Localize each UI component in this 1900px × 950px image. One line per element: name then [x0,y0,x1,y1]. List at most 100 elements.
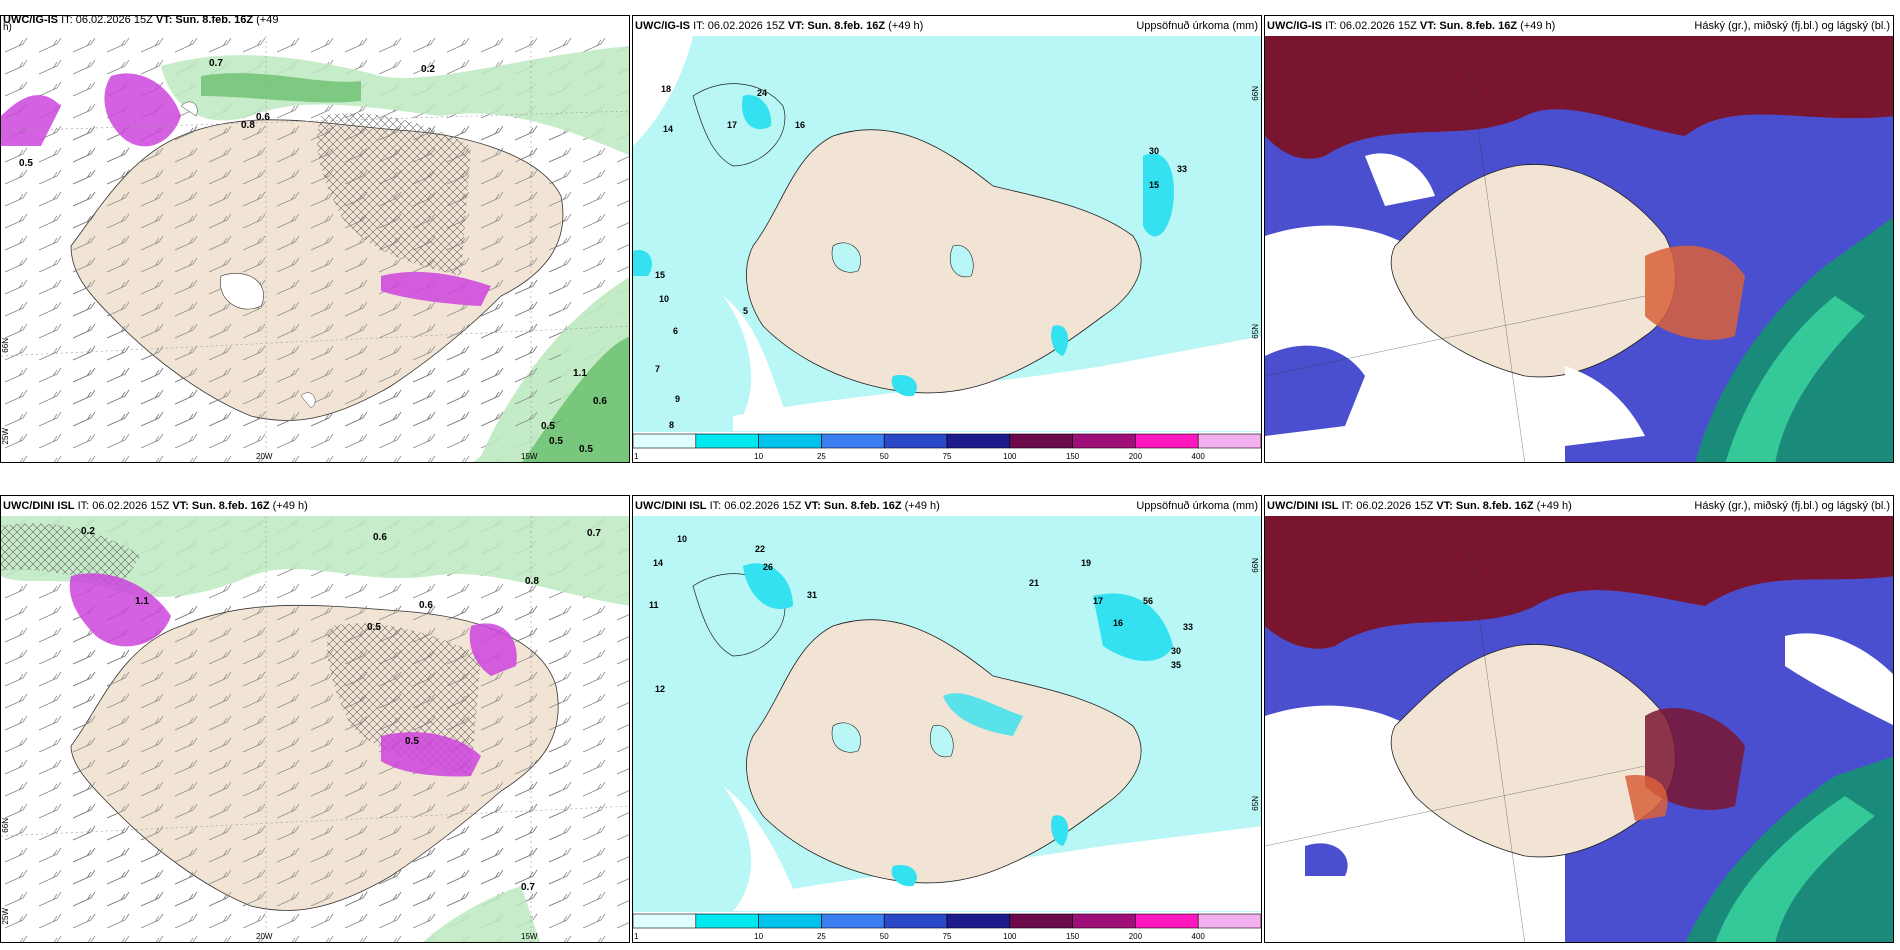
colorbar-tick-label: 75 [943,932,952,941]
field-title: Uppsöfnuð úrkoma (mm) [1136,20,1258,32]
valid-time: VT: Sun. 8.feb. 16Z [155,15,254,26]
coord-label: 15W [521,452,538,461]
panel-dini-precip: UWC/DINI ISL IT: 06.02.2026 15Z VT: Sun.… [632,495,1262,943]
valid-time: VT: Sun. 8.feb. 16Z [1419,20,1518,32]
lead-time: (+49 h) [272,500,308,512]
colorbar-swatch [1135,913,1199,929]
wind-map [1,516,629,942]
value-label: 0.6 [373,532,387,543]
panel-header: UWC/IG-IS IT: 06.02.2026 15Z VT: Sun. 8.… [1,15,629,33]
value-label: 10 [659,294,670,304]
cloud-map [1265,36,1893,462]
panel-header: UWC/DINI ISL IT: 06.02.2026 15Z VT: Sun.… [1,496,629,516]
value-label: 0.5 [579,444,593,455]
value-label: 9 [675,394,681,404]
coord-label: 66N [1251,86,1260,101]
value-label: 33 [1183,622,1194,632]
value-label: 10 [677,534,688,544]
value-label: 56 [1143,596,1154,606]
value-label: 8 [669,420,675,430]
coord-label: 15W [521,932,538,941]
value-label: 19 [1081,558,1092,568]
colorbar-tick-label: 150 [1066,932,1080,941]
coord-label: 66N [1251,558,1260,573]
valid-time: VT: Sun. 8.feb. 16Z [804,500,902,512]
panel-ig-is-cloud: UWC/IG-IS IT: 06.02.2026 15Z VT: Sun. 8.… [1264,15,1894,463]
colorbar-swatch [821,913,885,929]
value-label: 30 [1171,646,1182,656]
colorbar-tick-label: 25 [817,932,826,941]
value-label: 0.6 [419,600,433,611]
colorbar-tick-label: 100 [1003,452,1017,461]
lead-time-cont: h) [3,22,12,33]
value-label: 15 [655,270,666,280]
value-label: 24 [757,88,768,98]
colorbar-tick-label: 1 [634,452,639,461]
lead-time: (+49 h) [904,500,940,512]
panel-dini-wind: UWC/DINI ISL IT: 06.02.2026 15Z VT: Sun.… [0,495,630,943]
init-time: IT: 06.02.2026 15Z [61,15,153,26]
value-label: 0.8 [241,120,255,131]
panel-header: UWC/DINI ISL IT: 06.02.2026 15Z VT: Sun.… [633,496,1261,516]
value-label: 16 [1113,618,1124,628]
value-label: 14 [653,558,664,568]
colorbar-tick-label: 50 [880,452,889,461]
colorbar-swatch [883,913,948,929]
value-label: 0.6 [256,112,270,123]
value-label: 26 [763,562,774,572]
valid-time: VT: Sun. 8.feb. 16Z [1436,500,1534,512]
value-label: 0.5 [367,622,381,633]
panel-dini-cloud: UWC/DINI ISL IT: 06.02.2026 15Z VT: Sun.… [1264,495,1894,943]
field-title: Uppsöfnuð úrkoma (mm) [1136,500,1258,512]
value-label: 1.1 [135,596,149,607]
colorbar-tick-label: 25 [817,452,826,461]
colorbar-swatch [1197,433,1261,449]
precip-map [633,36,1261,462]
value-label: 15 [1149,180,1160,190]
field-title: Háský (gr.), miðský (fj.bl.) og lágský (… [1694,20,1890,32]
colorbar-swatch [1072,913,1136,929]
wind-map [1,36,629,462]
init-time: IT: 06.02.2026 15Z [1325,20,1417,32]
panel-header: UWC/IG-IS IT: 06.02.2026 15Z VT: Sun. 8.… [1265,16,1893,36]
colorbar-tick-label: 10 [754,932,763,941]
colorbar-svg: 1 10 25 50 75 100 150 200 400 [633,433,1261,461]
init-time: IT: 06.02.2026 15Z [77,500,170,512]
colorbar-tick-label: 400 [1192,452,1206,461]
lead-time: (+49 h) [1520,20,1556,32]
colorbar-swatch [633,913,697,929]
value-label: 0.5 [19,158,33,169]
value-label: 0.7 [587,528,601,539]
panel-ig-is-precip: UWC/IG-IS IT: 06.02.2026 15Z VT: Sun. 8.… [632,15,1262,463]
init-time: IT: 06.02.2026 15Z [693,20,785,32]
value-label: 14 [663,124,674,134]
coord-label: 25W [1,908,10,925]
value-label: 30 [1149,146,1160,156]
colorbar-tick-label: 1 [634,932,639,941]
value-label: 1.1 [573,368,587,379]
value-label: 0.2 [421,64,435,75]
coord-label: 66N [1,818,10,833]
value-label: 16 [795,120,806,130]
colorbar-swatch [821,433,885,449]
coord-label: 65N [1251,796,1260,811]
valid-time: VT: Sun. 8.feb. 16Z [787,20,886,32]
init-time: IT: 06.02.2026 15Z [709,500,802,512]
value-label: 11 [649,600,659,610]
value-label: 7 [655,364,661,374]
valid-time: VT: Sun. 8.feb. 16Z [172,500,270,512]
value-label: 17 [727,120,738,130]
colorbar-tick-label: 75 [943,452,952,461]
value-label: 21 [1029,578,1040,588]
value-label: 33 [1177,164,1188,174]
panel-ig-is-wind: UWC/IG-IS IT: 06.02.2026 15Z VT: Sun. 8.… [0,15,630,463]
colorbar-tick-label: 200 [1129,932,1143,941]
value-label: 6 [673,326,679,336]
model-name: UWC/IG-IS [3,15,58,26]
model-name: UWC/IG-IS [1267,20,1322,32]
value-label: 0.5 [541,421,555,432]
value-label: 31 [807,590,818,600]
colorbar: 1 10 25 50 75 100 150 200 400 [633,912,1261,942]
model-name: UWC/IG-IS [635,20,690,32]
colorbar-swatch [1009,913,1073,929]
